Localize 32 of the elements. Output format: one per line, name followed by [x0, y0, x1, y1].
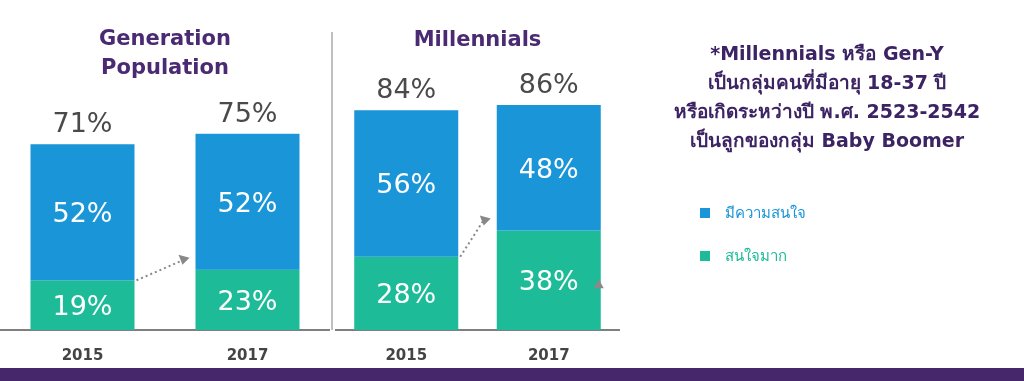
- x-tick-label: 2017: [226, 346, 269, 364]
- total-label: 86%: [518, 68, 579, 99]
- data-label: 19%: [52, 290, 113, 322]
- data-label: 23%: [217, 284, 278, 316]
- text: *Millennials หรือ Gen-Y: [710, 42, 945, 64]
- x-tick-label: 2017: [527, 346, 570, 364]
- data-label: 48%: [518, 152, 579, 184]
- bar: [195, 269, 300, 330]
- total-label: 71%: [52, 107, 113, 139]
- bar: [30, 144, 135, 281]
- text: หรือเกิดระหว่างปี พ.ศ. 2523-2542: [673, 100, 981, 122]
- bar: [354, 110, 459, 257]
- x-tick-label: 2015: [61, 346, 104, 364]
- legend-label: มีความสนใจ: [725, 204, 806, 222]
- bar: [496, 230, 601, 330]
- chart-title: Millennials: [413, 27, 542, 51]
- data-label: 52%: [52, 197, 113, 229]
- x-tick-label: 2015: [385, 346, 428, 364]
- total-label: 75%: [217, 96, 278, 128]
- total-label: 84%: [376, 73, 437, 105]
- bar: [496, 105, 601, 231]
- text: เป็นลูกของกลุ่ม Baby Boomer: [689, 128, 965, 153]
- data-label: 52%: [217, 186, 278, 218]
- bar: [354, 256, 459, 330]
- data-label: 56%: [376, 168, 437, 200]
- bar: [195, 133, 300, 270]
- legend-label: สนใจมาก: [725, 247, 787, 265]
- bar: [30, 280, 135, 330]
- data-label: 28%: [376, 278, 437, 310]
- chart-title: Generation Population: [99, 26, 231, 79]
- data-label: 38%: [518, 265, 579, 297]
- text: เป็นกลุ่มคนที่มีอายุ 18-37 ปี: [707, 69, 947, 95]
